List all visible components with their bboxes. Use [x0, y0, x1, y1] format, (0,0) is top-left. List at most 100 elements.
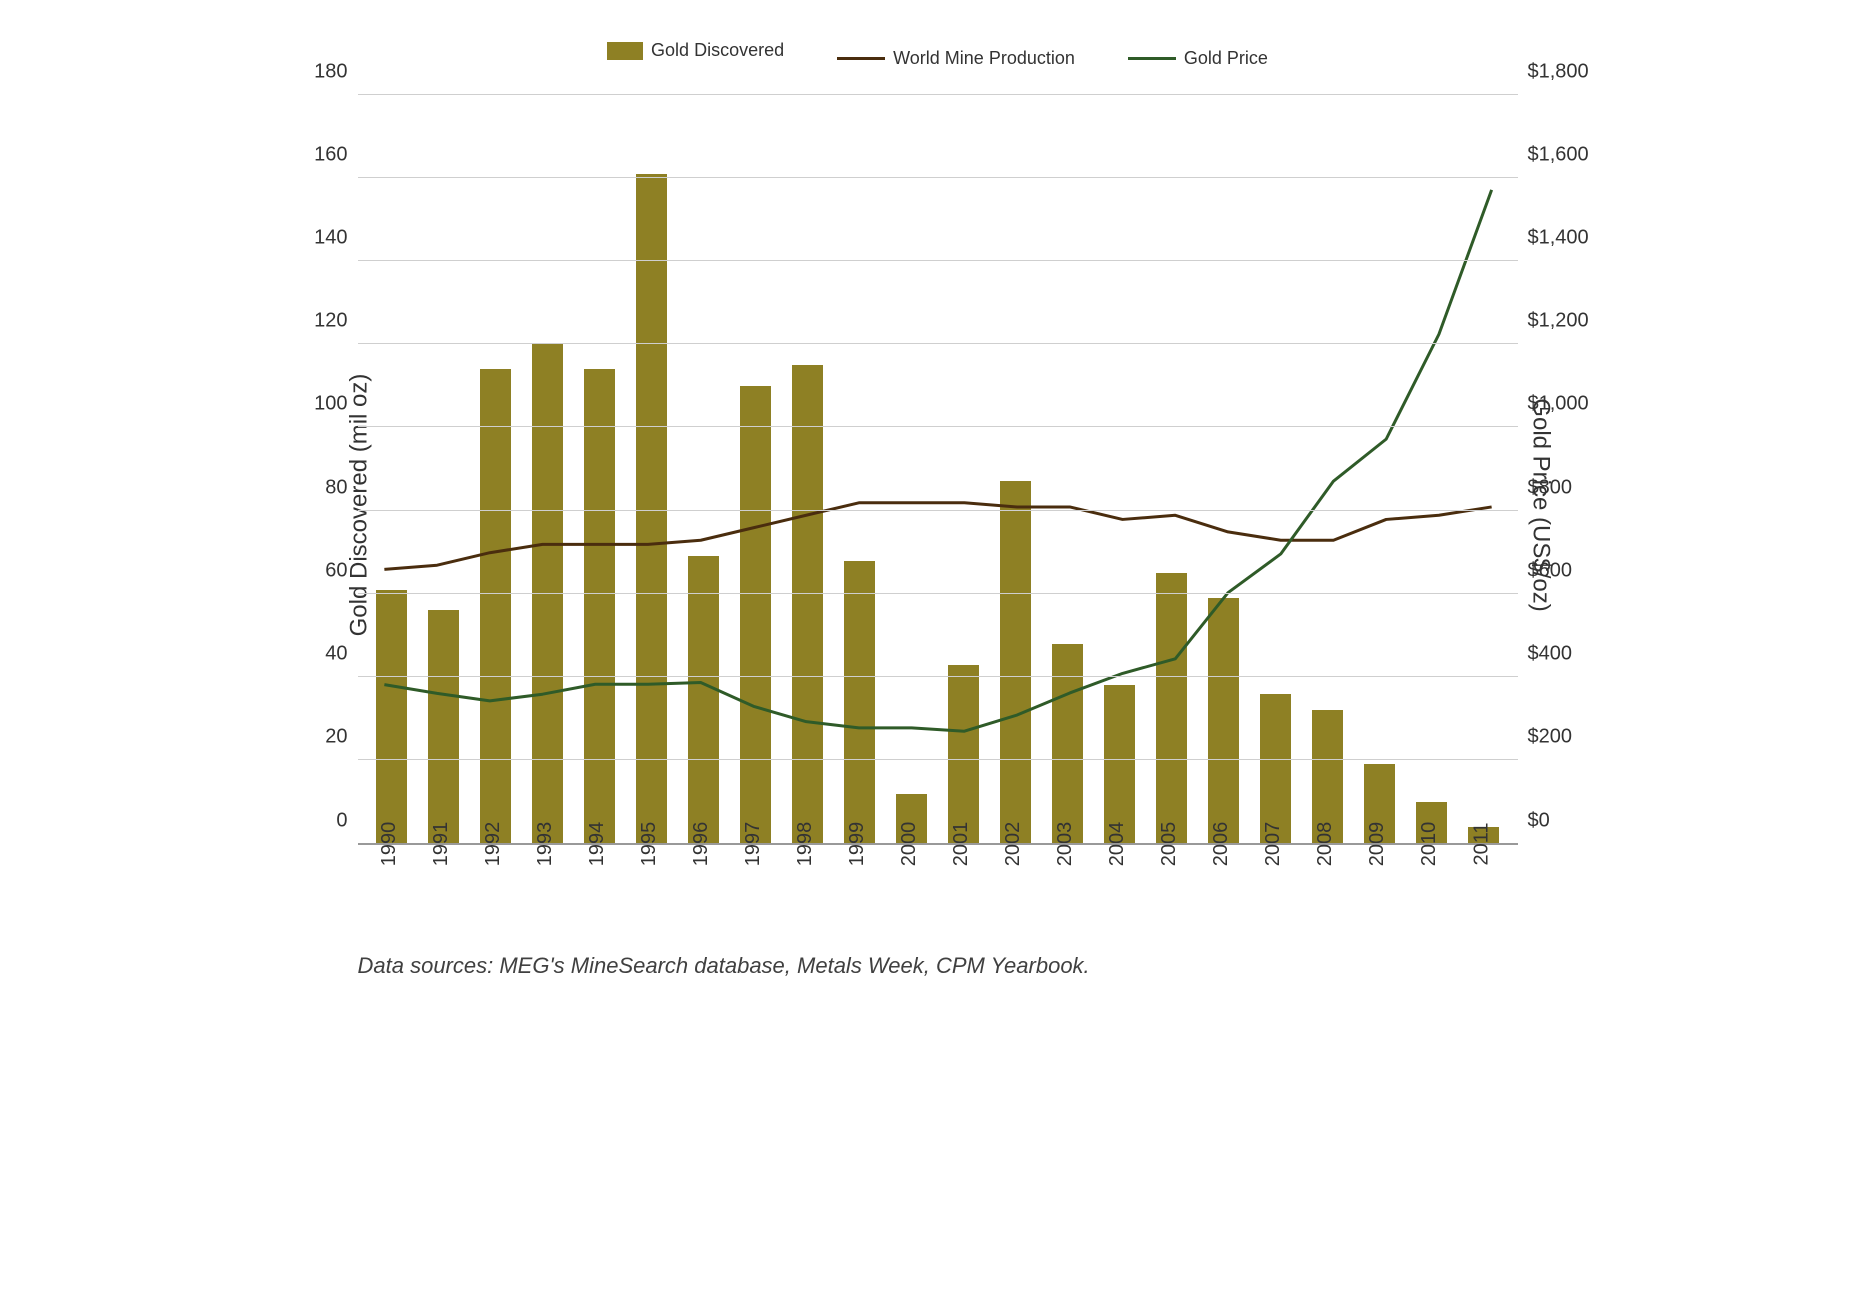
y-tick-right: $400 [1518, 643, 1608, 666]
bar [740, 386, 770, 844]
y-tick-right: $1,800 [1518, 60, 1608, 83]
bar [376, 590, 406, 844]
bar [1052, 644, 1082, 844]
bar-slot: 1997 [730, 95, 782, 844]
bar [428, 610, 458, 843]
bar-slot: 1998 [782, 95, 834, 844]
x-tick: 2002 [993, 821, 1024, 866]
bar [948, 665, 978, 844]
gridline [358, 177, 1518, 178]
y-tick-right: $800 [1518, 476, 1608, 499]
y-tick-left: 60 [278, 559, 358, 582]
x-tick: 1995 [629, 821, 660, 866]
gridline [358, 676, 1518, 677]
legend-item-line1: World Mine Production [837, 48, 1075, 69]
y-tick-right: $1,000 [1518, 393, 1608, 416]
gridline [358, 260, 1518, 261]
bar-slot: 2001 [938, 95, 990, 844]
bar-slot: 2010 [1406, 95, 1458, 844]
x-tick: 1991 [421, 821, 452, 866]
bar-slot: 2011 [1458, 95, 1510, 844]
bar [636, 174, 666, 844]
legend-swatch-line2 [1128, 57, 1176, 60]
gridline [358, 593, 1518, 594]
bar-slot: 1990 [366, 95, 418, 844]
x-tick: 2004 [1097, 821, 1128, 866]
bar [1156, 573, 1186, 843]
bars-container: 1990199119921993199419951996199719981999… [358, 95, 1518, 844]
data-source-footnote: Data sources: MEG's MineSearch database,… [238, 953, 1638, 979]
bar-slot: 1999 [834, 95, 886, 844]
gridline [358, 759, 1518, 760]
bar [1104, 685, 1134, 843]
x-tick: 1998 [785, 821, 816, 866]
y-tick-right: $200 [1518, 726, 1608, 749]
y-tick-right: $1,400 [1518, 226, 1608, 249]
legend-item-line2: Gold Price [1128, 48, 1268, 69]
bar-slot: 2007 [1250, 95, 1302, 844]
gold-chart: Gold Discovered World Mine Production Go… [238, 40, 1638, 979]
legend-swatch-bar [607, 42, 643, 60]
x-tick: 1993 [525, 821, 556, 866]
bar-slot: 2006 [1198, 95, 1250, 844]
legend-swatch-line1 [837, 57, 885, 60]
bar-slot: 2008 [1302, 95, 1354, 844]
gridline [358, 94, 1518, 95]
x-tick: 2000 [889, 821, 920, 866]
bar [792, 365, 822, 844]
x-tick: 1997 [733, 821, 764, 866]
gridline [358, 510, 1518, 511]
bar [1000, 481, 1030, 843]
x-tick: 2009 [1357, 821, 1388, 866]
legend: Gold Discovered World Mine Production Go… [238, 40, 1638, 69]
x-tick: 2010 [1409, 821, 1440, 866]
x-tick: 1992 [473, 821, 504, 866]
gridline [358, 843, 1518, 844]
y-tick-right: $0 [1518, 809, 1608, 832]
x-tick: 2011 [1462, 822, 1493, 865]
bar-slot: 2009 [1354, 95, 1406, 844]
bar-slot: 1996 [678, 95, 730, 844]
y-tick-right: $600 [1518, 559, 1608, 582]
y-tick-left: 180 [278, 60, 358, 83]
x-tick: 1999 [837, 821, 868, 866]
bar-slot: 2003 [1042, 95, 1094, 844]
bar-slot: 1994 [574, 95, 626, 844]
bar-slot: 2000 [886, 95, 938, 844]
x-tick: 1996 [681, 821, 712, 866]
y-tick-left: 0 [278, 809, 358, 832]
bar-slot: 1995 [626, 95, 678, 844]
bar-slot: 1993 [522, 95, 574, 844]
gridline [358, 426, 1518, 427]
bar [480, 369, 510, 843]
bar [584, 369, 614, 843]
x-tick: 1990 [369, 821, 400, 866]
y-tick-left: 160 [278, 143, 358, 166]
gridline [358, 343, 1518, 344]
bar-slot: 2004 [1094, 95, 1146, 844]
x-tick: 2007 [1253, 821, 1284, 866]
legend-item-bars: Gold Discovered [607, 40, 784, 61]
x-tick: 2005 [1149, 821, 1180, 866]
bar-slot: 1991 [418, 95, 470, 844]
bar [688, 556, 718, 843]
y-tick-left: 40 [278, 643, 358, 666]
x-tick: 1994 [577, 821, 608, 866]
bar-slot: 2005 [1146, 95, 1198, 844]
x-tick: 2006 [1201, 821, 1232, 866]
bar-slot: 2002 [990, 95, 1042, 844]
legend-label-line1: World Mine Production [893, 48, 1075, 69]
plot: 1990199119921993199419951996199719981999… [358, 95, 1518, 845]
y-tick-left: 120 [278, 310, 358, 333]
y-tick-left: 80 [278, 476, 358, 499]
y-tick-right: $1,200 [1518, 310, 1608, 333]
chart-area: Gold Discovered (mil oz) Gold Price (US$… [238, 85, 1638, 925]
bar [844, 561, 874, 844]
x-tick: 2001 [941, 821, 972, 866]
y-tick-left: 100 [278, 393, 358, 416]
plot-inner: 1990199119921993199419951996199719981999… [358, 95, 1518, 845]
y-tick-left: 20 [278, 726, 358, 749]
bar [1208, 598, 1238, 844]
x-tick: 2003 [1045, 821, 1076, 866]
bar-slot: 1992 [470, 95, 522, 844]
